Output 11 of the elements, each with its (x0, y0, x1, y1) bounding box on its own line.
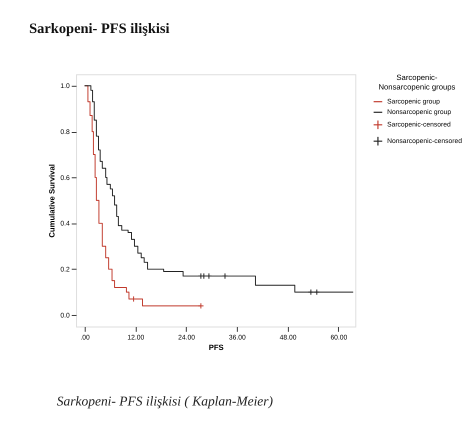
point (198, 272, 204, 280)
point (222, 272, 228, 280)
chart-title: Sarkopeni- PFS ilişkisi (29, 20, 170, 37)
y-axis-title: Cumulative Survival (48, 164, 57, 238)
point (308, 289, 314, 296)
legend-title: Sarcopenic-Nonsarcopenic groups (378, 73, 456, 92)
text: Sarkopeni- PFS ilişkisi ( Kaplan-Meier) (56, 393, 274, 408)
point (314, 289, 320, 296)
point (200, 272, 207, 280)
point (206, 272, 212, 280)
x-axis-title: PFS (208, 343, 224, 352)
